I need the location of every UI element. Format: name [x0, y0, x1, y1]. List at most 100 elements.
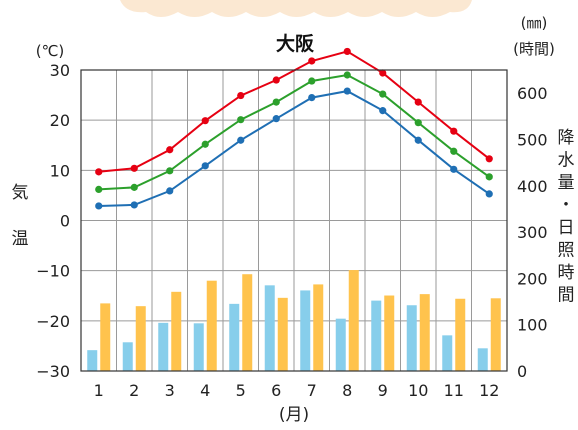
bar: [371, 300, 382, 371]
x-tick-label: 9: [378, 381, 388, 400]
line-point: [166, 187, 174, 195]
line-point: [237, 136, 245, 144]
right-axis-label-char: 水: [558, 151, 575, 171]
left-tick-label: −10: [36, 262, 70, 281]
line-point: [272, 115, 280, 123]
line-point: [272, 76, 280, 84]
right-tick-label: 0: [517, 362, 527, 381]
x-tick-label: 1: [94, 381, 104, 400]
bar: [490, 298, 501, 371]
line-point: [343, 71, 351, 79]
right-axis-label-char: 降: [558, 128, 575, 148]
bar: [229, 303, 240, 371]
plot-frame: [80, 69, 508, 372]
left-tick-label: −20: [36, 312, 70, 331]
left-axis-label-char: 温: [12, 229, 29, 249]
x-tick-label: 10: [408, 381, 428, 400]
bar: [135, 306, 146, 371]
x-tick-label: 4: [200, 381, 210, 400]
line-point: [414, 119, 422, 127]
bar: [406, 305, 417, 371]
bar: [242, 274, 253, 371]
right-axis-ticks: 0 100 200 300 400 500 600: [517, 84, 548, 381]
line-point: [272, 98, 280, 106]
right-axis-unit-line2: (時間): [513, 40, 555, 58]
right-axis-label-char: 量: [558, 173, 575, 193]
right-axis-label-char: 時: [558, 263, 575, 283]
line-point: [379, 90, 387, 98]
left-tick-label: 0: [60, 212, 70, 231]
left-tick-label: −30: [36, 362, 70, 381]
left-axis-label-char: 気: [12, 183, 29, 203]
line-point: [95, 185, 103, 193]
x-tick-label: 3: [165, 381, 175, 400]
line-point: [201, 140, 209, 148]
right-tick-label: 400: [517, 177, 548, 196]
x-tick-label: 11: [444, 381, 464, 400]
line-point: [308, 77, 316, 85]
bar: [158, 322, 169, 371]
line-point: [95, 168, 103, 176]
bar: [455, 298, 466, 371]
line-point: [485, 155, 493, 163]
line-point: [95, 202, 103, 210]
line-point: [166, 167, 174, 175]
bar: [300, 290, 311, 371]
bar: [313, 284, 324, 371]
bar: [100, 303, 111, 371]
bar: [335, 318, 346, 371]
line-point: [201, 162, 209, 170]
x-tick-label: 5: [236, 381, 246, 400]
line-point: [379, 107, 387, 115]
right-tick-label: 100: [517, 316, 548, 335]
bar: [206, 280, 217, 371]
line-point: [237, 116, 245, 124]
line-point: [130, 183, 138, 191]
right-axis-label-char: 照: [558, 241, 575, 261]
bar: [384, 295, 395, 371]
left-tick-label: 30: [50, 61, 70, 80]
bar: [264, 285, 275, 371]
bar: [122, 342, 133, 371]
right-tick-label: 600: [517, 84, 548, 103]
line-point: [485, 190, 493, 198]
line-point: [414, 136, 422, 144]
bar: [442, 335, 453, 371]
right-axis-label-char: ・: [558, 196, 575, 216]
line-point: [450, 127, 458, 135]
right-tick-label: 300: [517, 223, 548, 242]
line-point: [414, 98, 422, 106]
bar: [87, 350, 98, 371]
x-tick-label: 7: [307, 381, 317, 400]
right-axis-label-char: 日: [558, 218, 575, 238]
chart-title: 大阪: [276, 32, 315, 55]
right-axis-label-char: 間: [558, 286, 575, 306]
series-line: [98, 73, 490, 191]
line-point: [308, 57, 316, 65]
line-point: [237, 91, 245, 100]
x-tick-label: 6: [271, 381, 281, 400]
bar: [171, 291, 182, 371]
right-tick-label: 200: [517, 269, 548, 288]
x-tick-label: 2: [129, 381, 139, 400]
line-point: [485, 173, 493, 181]
left-tick-label: 10: [50, 161, 70, 180]
line-point: [379, 69, 387, 77]
x-tick-label: 12: [479, 381, 499, 400]
line-point: [130, 164, 138, 172]
line-point: [450, 165, 458, 173]
bar: [348, 270, 359, 371]
gridlines: [81, 70, 507, 371]
left-axis-label: 気温: [12, 183, 29, 249]
line-point: [343, 47, 351, 56]
bar: [193, 323, 204, 371]
bar: [419, 294, 430, 371]
series-line: [98, 90, 490, 207]
line-point: [201, 117, 209, 125]
left-tick-label: 20: [50, 111, 70, 130]
x-tick-label: 8: [342, 381, 352, 400]
line-point: [130, 201, 138, 209]
line-point: [343, 87, 351, 95]
